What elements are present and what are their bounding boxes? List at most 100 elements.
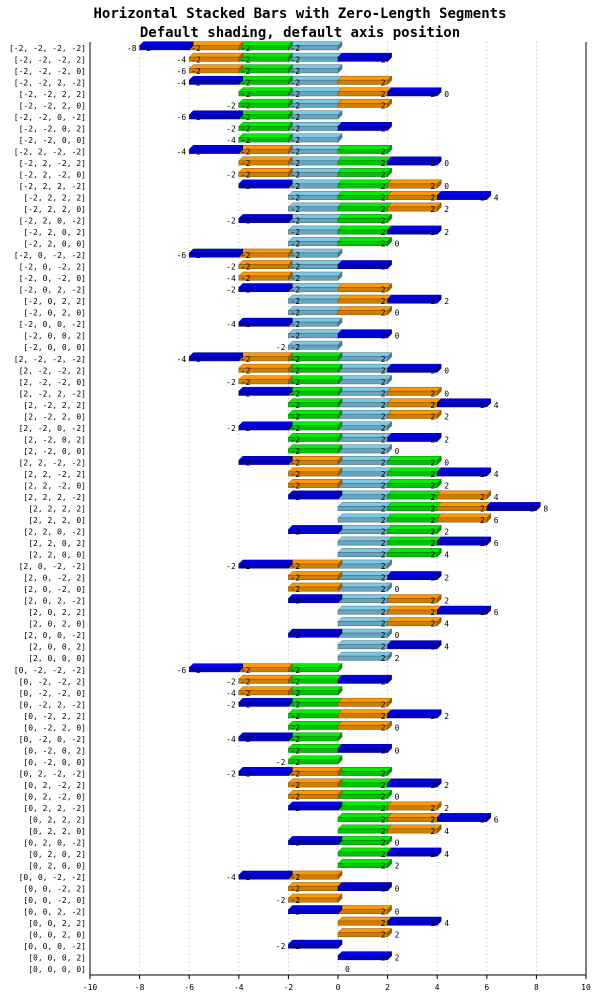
category-label: [2, -2, 0, 2] [23, 435, 86, 444]
segment-value-label: -2 [290, 908, 300, 917]
category-label: [0, -2, 2, -2] [19, 700, 86, 709]
category-label: [2, 0, 0, -2] [23, 631, 86, 640]
category-label: [2, 2, 0, -2] [23, 528, 86, 537]
bar-segment [387, 828, 438, 834]
bar-total-label: 0 [395, 585, 400, 594]
segment-value-label: -2 [290, 240, 300, 249]
category-label: [-2, 0, 2, 0] [23, 309, 86, 318]
segment-value-label: 2 [430, 389, 435, 398]
segment-value-label: 2 [430, 194, 435, 203]
bar-segment [188, 149, 240, 154]
bar-segment [238, 563, 289, 569]
segment-value-label: 2 [381, 194, 386, 203]
category-label: [2, -2, 2, 2] [23, 401, 86, 410]
segment-value-label: -2 [191, 78, 201, 87]
category-label: [-2, 2, -2, 2] [19, 159, 86, 168]
segment-value-label: 2 [530, 505, 535, 514]
x-tick-label: 8 [534, 983, 539, 992]
segment-value-label: 2 [480, 516, 485, 525]
segment-value-label: 2 [381, 447, 386, 456]
bar-total-label: -4 [177, 147, 187, 156]
segment-value-label: 2 [381, 217, 386, 226]
bar-segment [387, 713, 438, 719]
segment-value-label: 2 [430, 435, 435, 444]
bar-total-label: -6 [177, 666, 187, 675]
bar-segment [337, 724, 388, 730]
segment-value-label: -2 [290, 470, 300, 479]
segment-value-label: -2 [290, 263, 300, 272]
segment-value-label: -2 [241, 355, 251, 364]
segment-value-label: 2 [381, 746, 386, 755]
bar-total-label: -4 [226, 735, 236, 744]
category-label: [-2, 2, -2, 0] [19, 170, 86, 179]
bar-segment [238, 218, 289, 223]
category-label: [2, -2, -2, -2] [14, 355, 86, 364]
segment-value-label: -2 [290, 723, 300, 732]
bar-total-label: 0 [395, 746, 400, 755]
category-label: [-2, 0, 0, -2] [19, 320, 86, 329]
segment-value-label: 2 [381, 723, 386, 732]
segment-value-label: 2 [480, 816, 485, 825]
bar-segment [436, 471, 488, 477]
segment-value-label: -2 [241, 147, 251, 156]
segment-value-label: 2 [430, 205, 435, 214]
bar-segment [387, 436, 438, 442]
segment-value-label: 2 [381, 769, 386, 778]
segment-value-label: -2 [290, 286, 300, 295]
bar-segment [337, 264, 388, 270]
segment-value-label: 2 [480, 401, 485, 410]
bar-total-label: 4 [444, 850, 449, 859]
bar-segment [238, 102, 289, 108]
segment-value-label: 2 [381, 55, 386, 64]
bar-segment [337, 56, 388, 62]
x-tick-label: -2 [284, 983, 294, 992]
segment-value-label: -2 [290, 274, 300, 283]
category-label: [0, 0, -2, 2] [23, 885, 86, 894]
bar-segment [337, 149, 388, 154]
bar-segment [288, 575, 339, 581]
bar-total-label: 4 [494, 470, 499, 479]
segment-value-label: -2 [290, 758, 300, 767]
segment-value-label: 2 [381, 147, 386, 156]
bar-total-label: 2 [395, 654, 400, 663]
segment-value-label: 2 [381, 528, 386, 537]
segment-value-label: -2 [290, 804, 300, 813]
bar-total-label: 0 [395, 908, 400, 917]
category-label: [-2, -2, -2, 0] [14, 67, 86, 76]
bar-segment [288, 402, 339, 408]
segment-value-label: -2 [191, 355, 201, 364]
bar-total-label: 2 [444, 804, 449, 813]
category-label: [0, 2, -2, -2] [19, 769, 86, 778]
segment-value-label: -2 [290, 44, 300, 53]
bar-segment [188, 252, 240, 258]
bar-total-label: 0 [444, 90, 449, 99]
segment-value-label: -2 [290, 136, 300, 145]
segment-value-label: 2 [430, 643, 435, 652]
segment-value-label: -2 [241, 182, 251, 191]
bar-segment [288, 943, 339, 949]
segment-value-label: -2 [290, 251, 300, 260]
segment-value-label: -2 [241, 170, 251, 179]
segment-value-label: -2 [290, 389, 300, 398]
segment-value-label: 2 [430, 470, 435, 479]
segment-value-label: 2 [480, 608, 485, 617]
category-label: [0, 2, 0, -2] [23, 839, 86, 848]
segment-value-label: -2 [241, 136, 251, 145]
segment-value-label: -2 [191, 251, 201, 260]
category-label: [0, 0, -2, 0] [23, 896, 86, 905]
x-tick-label: -10 [83, 983, 98, 992]
bar-segment [238, 425, 289, 431]
segment-value-label: 2 [381, 931, 386, 940]
category-label: [2, 0, -2, 2] [23, 574, 86, 583]
segment-value-label: -2 [290, 873, 300, 882]
bar-segment [288, 344, 339, 350]
x-tick-label: 4 [435, 983, 440, 992]
category-label: [0, 2, 2, 2] [28, 816, 86, 825]
segment-value-label: -2 [290, 343, 300, 352]
segment-value-label: 2 [381, 700, 386, 709]
bar-total-label: -2 [226, 286, 236, 295]
bar-segment [238, 367, 289, 373]
bar-total-label: -8 [127, 44, 137, 53]
segment-value-label: -2 [290, 677, 300, 686]
chart-title: Horizontal Stacked Bars with Zero-Length… [93, 6, 506, 22]
